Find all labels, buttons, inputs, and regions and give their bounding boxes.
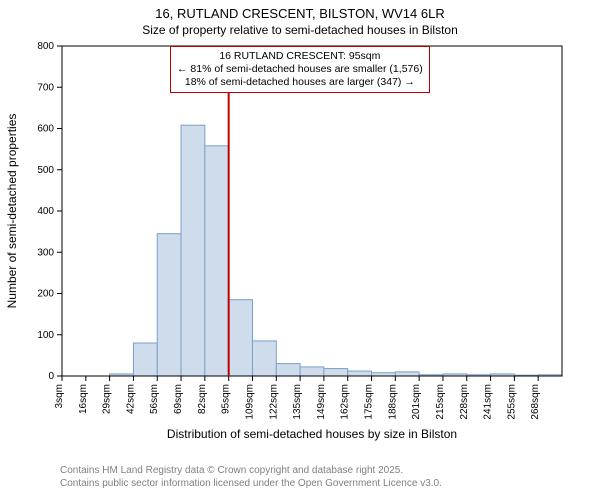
- svg-text:0: 0: [48, 371, 54, 382]
- svg-text:188sqm: 188sqm: [387, 384, 398, 420]
- attribution: Contains HM Land Registry data © Crown c…: [60, 465, 442, 490]
- hist-bar: [348, 371, 372, 376]
- hist-bar: [181, 125, 205, 376]
- annotation-line3: 18% of semi-detached houses are larger (…: [177, 76, 423, 89]
- svg-text:16sqm: 16sqm: [78, 384, 89, 414]
- hist-bar: [276, 364, 300, 376]
- svg-text:700: 700: [37, 82, 54, 93]
- svg-text:268sqm: 268sqm: [530, 384, 541, 420]
- hist-bar: [300, 367, 324, 376]
- svg-text:69sqm: 69sqm: [173, 384, 184, 414]
- hist-bar: [252, 341, 276, 376]
- x-axis-label: Distribution of semi-detached houses by …: [167, 427, 457, 441]
- svg-text:600: 600: [37, 124, 54, 135]
- svg-text:400: 400: [37, 206, 54, 217]
- svg-text:200: 200: [37, 289, 54, 300]
- svg-text:500: 500: [37, 165, 54, 176]
- attribution-line2: Contains public sector information licen…: [60, 478, 442, 491]
- histogram-chart: 0 100 200 300 400 500 600 700 800 3sqm 16sqm 29sqm 4…: [0, 36, 600, 460]
- svg-text:29sqm: 29sqm: [102, 384, 113, 414]
- hist-bar: [205, 146, 229, 376]
- svg-text:800: 800: [37, 41, 54, 52]
- svg-text:109sqm: 109sqm: [244, 384, 255, 420]
- hist-bar: [324, 369, 348, 376]
- svg-text:149sqm: 149sqm: [316, 384, 327, 420]
- svg-text:255sqm: 255sqm: [506, 384, 517, 420]
- y-axis-label: Number of semi-detached properties: [5, 114, 19, 309]
- svg-text:82sqm: 82sqm: [197, 384, 208, 414]
- svg-text:201sqm: 201sqm: [411, 384, 422, 420]
- hist-bar: [157, 234, 181, 376]
- svg-text:100: 100: [37, 330, 54, 341]
- annotation-line1: 16 RUTLAND CRESCENT: 95sqm: [177, 50, 423, 63]
- chart-svg: 0 100 200 300 400 500 600 700 800 3sqm 16sqm 29sqm 4…: [0, 36, 600, 460]
- hist-bar: [395, 372, 419, 376]
- svg-text:228sqm: 228sqm: [459, 384, 470, 420]
- svg-text:135sqm: 135sqm: [292, 384, 303, 420]
- svg-text:162sqm: 162sqm: [340, 384, 351, 420]
- svg-text:241sqm: 241sqm: [483, 384, 494, 420]
- svg-text:122sqm: 122sqm: [268, 384, 279, 420]
- svg-text:215sqm: 215sqm: [435, 384, 446, 420]
- attribution-line1: Contains HM Land Registry data © Crown c…: [60, 465, 442, 478]
- svg-text:95sqm: 95sqm: [221, 384, 232, 414]
- annotation-box: 16 RUTLAND CRESCENT: 95sqm ← 81% of semi…: [170, 46, 430, 93]
- svg-text:175sqm: 175sqm: [364, 384, 375, 420]
- svg-text:42sqm: 42sqm: [125, 384, 136, 414]
- hist-bar: [229, 300, 253, 376]
- svg-text:56sqm: 56sqm: [149, 384, 160, 414]
- hist-bar: [133, 343, 157, 376]
- annotation-line2: ← 81% of semi-detached houses are smalle…: [177, 63, 423, 76]
- svg-text:300: 300: [37, 247, 54, 258]
- svg-text:3sqm: 3sqm: [54, 384, 65, 408]
- page-title: 16, RUTLAND CRESCENT, BILSTON, WV14 6LR: [0, 0, 600, 23]
